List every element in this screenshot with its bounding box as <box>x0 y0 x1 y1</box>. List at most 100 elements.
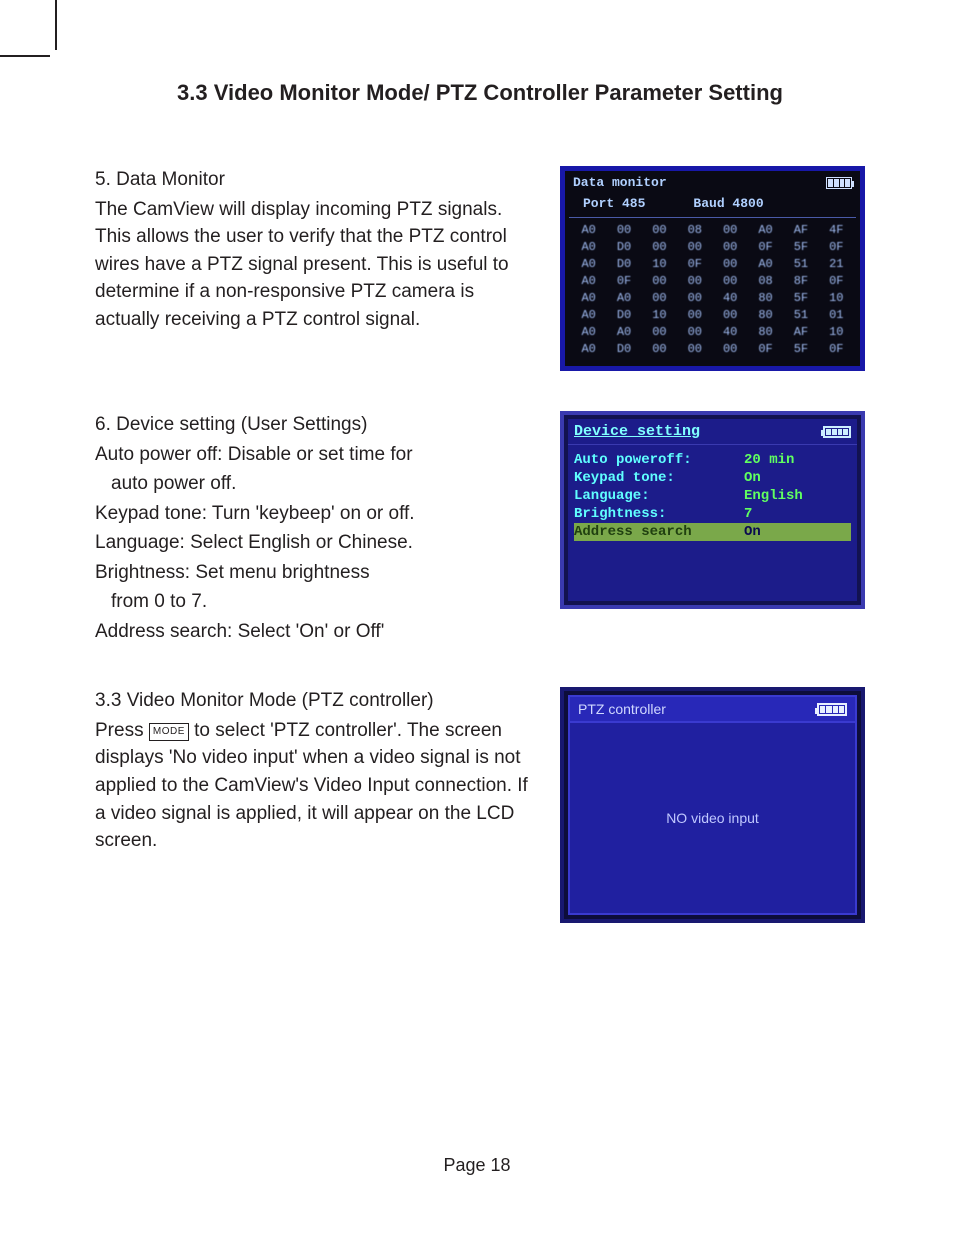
hex-cell: D0 <box>606 307 641 324</box>
hex-cell: 0F <box>819 341 854 358</box>
hex-cell: 51 <box>783 307 818 324</box>
ptz-controller-screen: PTZ controller NO video input <box>560 687 865 923</box>
hex-cell: A0 <box>571 222 606 239</box>
hex-cell: 00 <box>677 307 712 324</box>
hex-cell: 4F <box>819 222 854 239</box>
hex-cell: D0 <box>606 239 641 256</box>
hex-cell: 40 <box>713 290 748 307</box>
setting-row: Address search On <box>574 523 851 541</box>
hex-row: A000000800A0AF4F <box>571 222 854 239</box>
hex-cell: 0F <box>819 239 854 256</box>
hex-cell: 00 <box>677 239 712 256</box>
hex-cell: 00 <box>677 341 712 358</box>
item33-heading: 3.3 Video Monitor Mode (PTZ controller) <box>95 687 530 715</box>
hex-cell: 5F <box>783 290 818 307</box>
hex-cell: A0 <box>571 239 606 256</box>
item33-body: Press MODE to select 'PTZ controller'. T… <box>95 717 530 855</box>
hex-cell: A0 <box>571 307 606 324</box>
settings-list: Auto poweroff: 20 minKeypad tone: OnLang… <box>568 445 857 601</box>
hex-cell: D0 <box>606 341 641 358</box>
item6-l1b: auto power off. <box>95 470 530 498</box>
hex-row: A0D00000000F5F0F <box>571 341 854 358</box>
item6-l4b: from 0 to 7. <box>95 588 530 616</box>
hex-cell: A0 <box>571 341 606 358</box>
hex-cell: 0F <box>748 239 783 256</box>
hex-cell: A0 <box>606 290 641 307</box>
hex-cell: 0F <box>677 256 712 273</box>
hex-cell: 0F <box>748 341 783 358</box>
hex-cell: 00 <box>642 324 677 341</box>
hex-cell: 08 <box>748 273 783 290</box>
hex-cell: 00 <box>606 222 641 239</box>
setting-row: Keypad tone: On <box>574 469 851 487</box>
hex-row: A00F000000088F0F <box>571 273 854 290</box>
hex-cell: 00 <box>642 222 677 239</box>
item6-l1a: Auto power off: Disable or set time for <box>95 441 530 469</box>
setting-row: Language: English <box>574 487 851 505</box>
hex-cell: 08 <box>677 222 712 239</box>
no-video-message: NO video input <box>666 810 759 826</box>
hex-cell: 00 <box>677 290 712 307</box>
battery-icon <box>826 177 852 189</box>
hex-grid: A000000800A0AF4FA0D00000000F5F0FA0D0100F… <box>565 218 860 366</box>
screen1-baud: Baud 4800 <box>693 196 763 211</box>
hex-cell: 00 <box>677 273 712 290</box>
hex-cell: AF <box>783 324 818 341</box>
hex-cell: 0F <box>819 273 854 290</box>
hex-cell: A0 <box>606 324 641 341</box>
hex-cell: 5F <box>783 239 818 256</box>
hex-cell: 00 <box>642 273 677 290</box>
data-monitor-screen: Data monitor Port 485 Baud 4800 A0000008… <box>560 166 865 371</box>
hex-cell: 00 <box>713 256 748 273</box>
item6-l2: Keypad tone: Turn 'keybeep' on or off. <box>95 500 530 528</box>
item6-l5: Address search: Select 'On' or Off' <box>95 618 530 646</box>
hex-cell: 51 <box>783 256 818 273</box>
hex-cell: 00 <box>677 324 712 341</box>
hex-cell: A0 <box>571 290 606 307</box>
hex-row: A0A000004080AF10 <box>571 324 854 341</box>
setting-row: Auto poweroff: 20 min <box>574 451 851 469</box>
hex-row: A0D00000000F5F0F <box>571 239 854 256</box>
hex-cell: 21 <box>819 256 854 273</box>
screen3-title: PTZ controller <box>578 701 666 717</box>
hex-cell: A0 <box>748 256 783 273</box>
screen1-port: Port 485 <box>583 196 645 211</box>
battery-icon <box>817 703 847 716</box>
device-setting-screen: Device setting Auto poweroff: 20 minKeyp… <box>560 411 865 609</box>
hex-cell: 00 <box>713 239 748 256</box>
setting-value: 20 min <box>744 451 794 469</box>
hex-row: A0D0100000805101 <box>571 307 854 324</box>
hex-cell: 00 <box>713 341 748 358</box>
setting-label: Auto poweroff: <box>574 451 744 469</box>
item5-heading: 5. Data Monitor <box>95 166 530 194</box>
screen1-title: Data monitor <box>573 175 667 190</box>
setting-label: Keypad tone: <box>574 469 744 487</box>
hex-cell: A0 <box>571 324 606 341</box>
setting-label: Brightness: <box>574 505 744 523</box>
hex-cell: 5F <box>783 341 818 358</box>
hex-cell: 10 <box>642 307 677 324</box>
hex-row: A0A0000040805F10 <box>571 290 854 307</box>
setting-label: Address search <box>574 523 744 541</box>
hex-cell: D0 <box>606 256 641 273</box>
hex-cell: 10 <box>819 290 854 307</box>
page-footer: Page 18 <box>0 1155 954 1176</box>
setting-value: On <box>744 469 761 487</box>
hex-cell: 00 <box>642 341 677 358</box>
screen2-title: Device setting <box>574 423 700 440</box>
hex-cell: 80 <box>748 290 783 307</box>
hex-cell: 10 <box>819 324 854 341</box>
section-title: 3.3 Video Monitor Mode/ PTZ Controller P… <box>95 80 865 106</box>
hex-cell: A0 <box>571 273 606 290</box>
item6-l3: Language: Select English or Chinese. <box>95 529 530 557</box>
item6-heading: 6. Device setting (User Settings) <box>95 411 530 439</box>
setting-value: 7 <box>744 505 752 523</box>
hex-cell: 00 <box>713 222 748 239</box>
hex-cell: 80 <box>748 324 783 341</box>
hex-cell: 01 <box>819 307 854 324</box>
setting-value: English <box>744 487 803 505</box>
hex-cell: 8F <box>783 273 818 290</box>
item5-body: The CamView will display incoming PTZ si… <box>95 196 530 334</box>
hex-cell: 00 <box>642 239 677 256</box>
hex-cell: 10 <box>642 256 677 273</box>
